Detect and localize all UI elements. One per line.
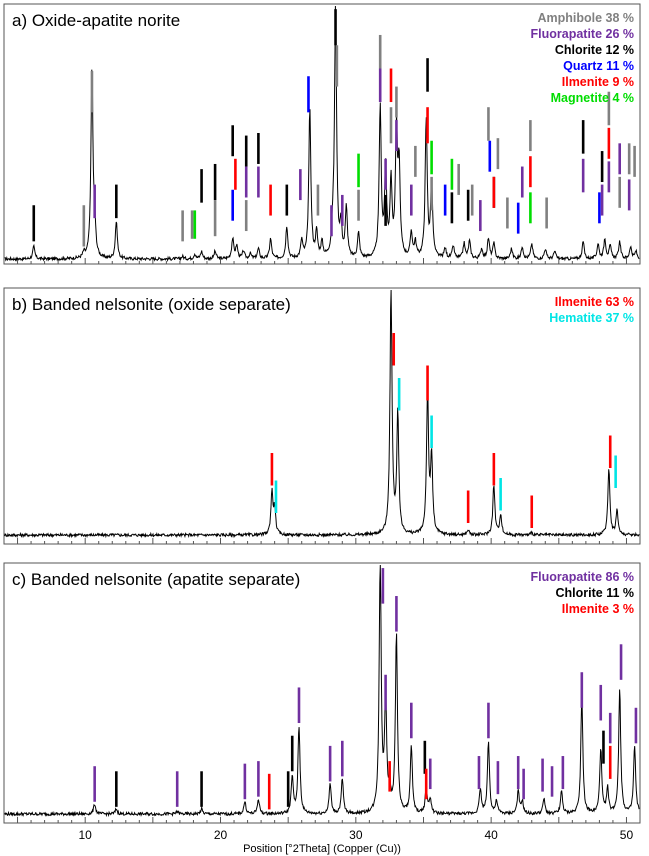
legend-ilmenite: Ilmenite 63 % xyxy=(555,295,634,309)
panel-c-frame xyxy=(3,562,641,824)
panel-b-title: b) Banded nelsonite (oxide separate) xyxy=(12,295,291,314)
x-tick-label: 30 xyxy=(349,828,363,842)
x-axis-label: Position [°2Theta] (Copper (Cu)) xyxy=(243,843,401,855)
legend-fluorapatite: Fluorapatite 26 % xyxy=(531,27,635,41)
x-tick-label: 50 xyxy=(620,828,634,842)
legend-magnetite: Magnetite 4 % xyxy=(551,91,634,105)
panel-a-title: a) Oxide-apatite norite xyxy=(12,11,180,30)
panel-a-frame xyxy=(3,3,641,265)
panel-a-pattern xyxy=(4,5,640,262)
x-tick-label: 40 xyxy=(484,828,498,842)
legend-ilmenite: Ilmenite 9 % xyxy=(562,75,634,89)
legend-quartz: Quartz 11 % xyxy=(563,59,634,73)
panel-c-pattern xyxy=(4,564,640,818)
legend-chlorite: Chlorite 12 % xyxy=(555,43,634,57)
panel-c-title: c) Banded nelsonite (apatite separate) xyxy=(12,570,300,589)
legend-fluorapatite: Fluorapatite 86 % xyxy=(531,570,635,584)
legend-ilmenite: Ilmenite 3 % xyxy=(562,602,634,616)
panel-b-pattern xyxy=(4,289,640,539)
x-tick-label: 10 xyxy=(79,828,93,842)
legend-hematite: Hematite 37 % xyxy=(549,311,634,325)
panel-b-frame xyxy=(3,287,641,545)
legend-chlorite: Chlorite 11 % xyxy=(556,586,635,600)
legend-amphibole: Amphibole 38 % xyxy=(537,11,634,25)
x-tick-label: 20 xyxy=(214,828,228,842)
